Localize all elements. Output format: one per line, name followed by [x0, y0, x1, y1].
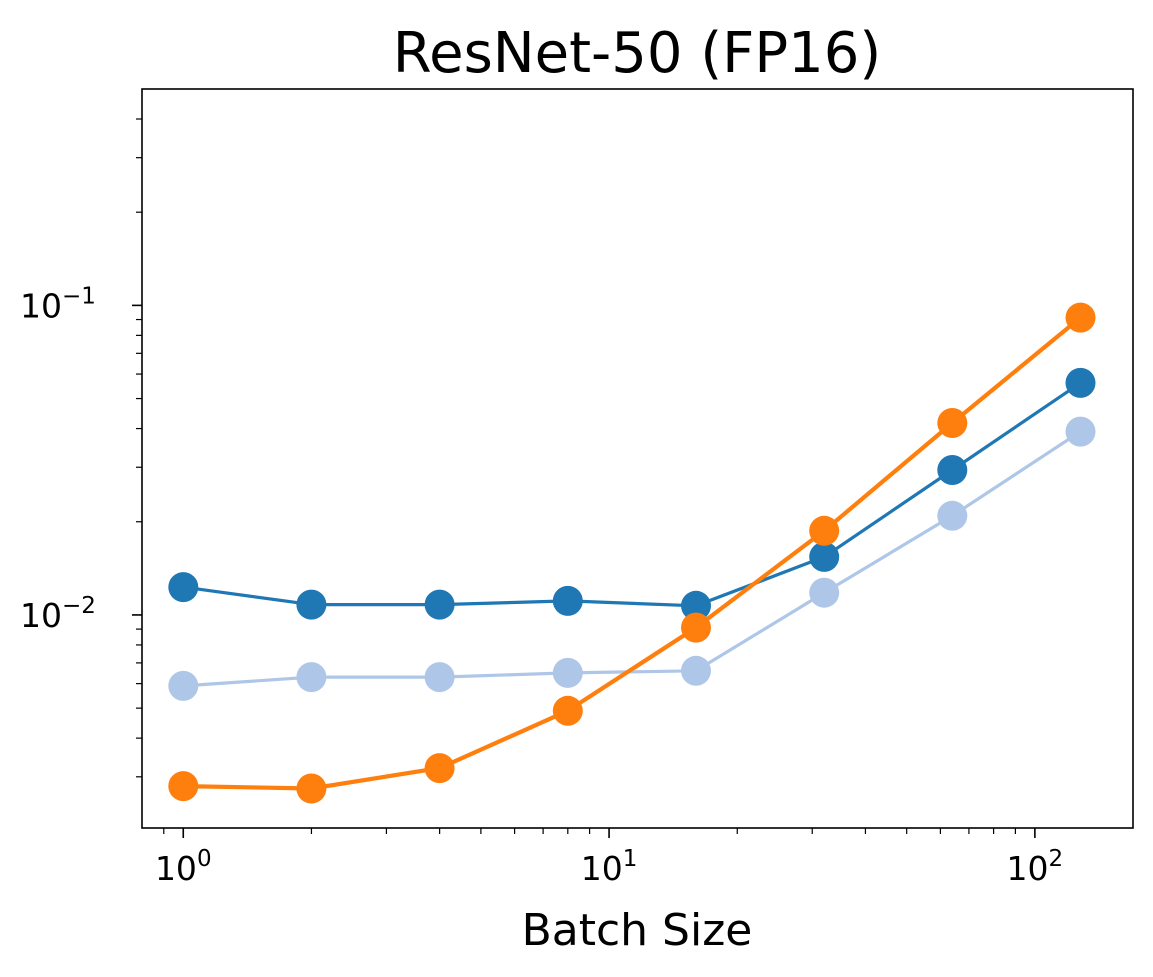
data-point	[552, 695, 583, 726]
y-tick-label: 10−1	[20, 283, 96, 325]
data-point	[1065, 367, 1096, 398]
x-axis-label: Batch Size	[522, 905, 753, 956]
data-point	[552, 585, 583, 616]
data-point	[168, 572, 199, 603]
series-2	[168, 302, 1096, 804]
plot-area	[168, 302, 1096, 804]
data-point	[424, 589, 455, 620]
x-tick-label: 100	[155, 846, 212, 888]
series-line-0	[183, 381, 1082, 608]
data-point	[424, 753, 455, 784]
data-point	[424, 662, 455, 693]
data-point	[552, 657, 583, 688]
data-point	[937, 455, 968, 485]
data-point	[168, 670, 199, 701]
data-point	[681, 612, 711, 643]
data-point	[681, 655, 711, 686]
plot-frame	[141, 88, 1134, 829]
series-1	[168, 416, 1096, 701]
data-point	[809, 577, 840, 608]
y-tick-label: 10−2	[20, 593, 96, 635]
series-line-2	[183, 315, 1082, 791]
data-point	[1065, 302, 1096, 333]
data-point	[809, 515, 840, 546]
data-point	[937, 500, 968, 531]
data-point	[937, 408, 968, 438]
x-tick-label: 101	[581, 846, 638, 888]
data-point	[296, 773, 327, 804]
x-tick-label: 102	[1007, 846, 1064, 888]
chart-title: ResNet-50 (FP16)	[393, 21, 882, 86]
data-point	[296, 662, 327, 693]
data-point	[809, 541, 840, 572]
data-point	[168, 771, 199, 802]
data-point	[681, 590, 711, 621]
axis-ticks: 100 101 102 10−2 10−1	[20, 118, 1064, 888]
data-point	[1065, 416, 1096, 447]
data-point	[296, 589, 327, 620]
series-line-1	[183, 430, 1082, 688]
series-0	[168, 367, 1096, 621]
